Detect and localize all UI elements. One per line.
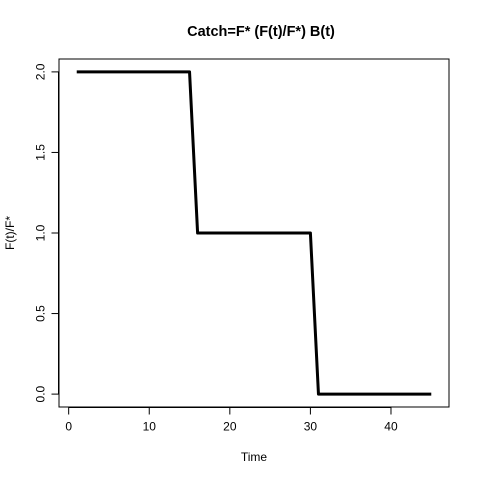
x-tick-label: 30 [304, 420, 318, 434]
y-tick-label: 1.5 [34, 144, 48, 161]
x-tick-label: 20 [223, 420, 237, 434]
x-tick-label: 10 [143, 420, 157, 434]
chart-title: Catch=F* (F(t)/F*) B(t) [187, 24, 335, 40]
x-axis-label: Time [241, 450, 268, 464]
y-tick-label: 0.5 [34, 305, 48, 322]
y-tick-label: 1.0 [34, 224, 48, 241]
x-tick-label: 0 [65, 420, 72, 434]
y-tick-label: 2.0 [34, 63, 48, 80]
x-tick-label: 40 [384, 420, 398, 434]
y-tick-label: 0.0 [34, 385, 48, 402]
x-axis: 0 10 20 30 40 [65, 407, 398, 434]
series-line [76, 70, 432, 396]
y-axis: 0.0 0.5 1.0 1.5 2.0 [34, 63, 59, 402]
y-axis-label: F(t)/F* [3, 216, 17, 250]
